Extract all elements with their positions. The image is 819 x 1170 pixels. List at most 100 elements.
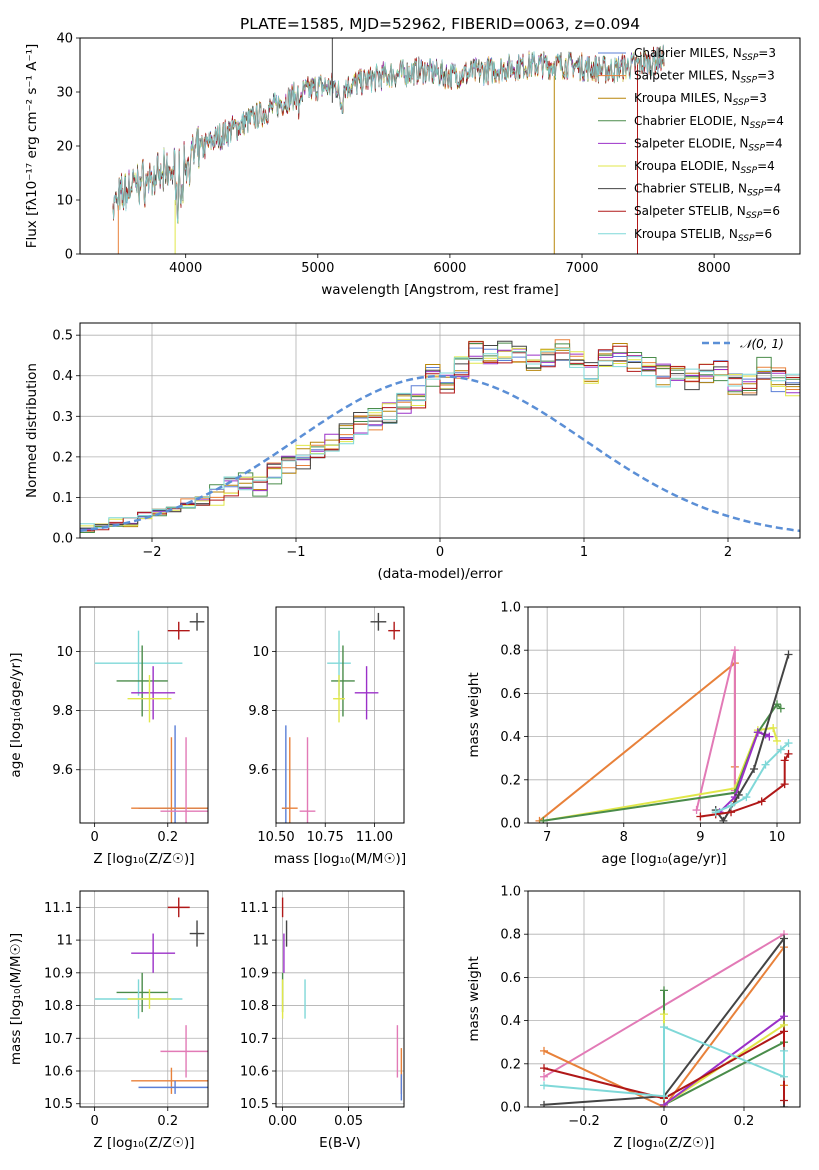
data-point xyxy=(753,728,762,737)
y-tick-label: 10 xyxy=(252,645,269,660)
weight-line-salpeter_elodie xyxy=(663,1015,785,1106)
axes-frame xyxy=(79,890,209,1108)
histogram-kroupa_stelib xyxy=(80,348,800,538)
x-axis-label: Z [log₁₀(Z/Z☉)] xyxy=(93,851,194,867)
data-point xyxy=(711,808,720,817)
y-axis-label: mass weight xyxy=(466,672,482,757)
x-tick-label: 0 xyxy=(90,830,98,845)
y-tick-label: 9.8 xyxy=(52,704,73,719)
data-point xyxy=(773,736,782,745)
ticks: 0 0.2 10.5 10.6 10.7 10.8 10.9 11 11.1 xyxy=(44,901,178,1129)
y-tick-label: 10.8 xyxy=(240,999,269,1014)
plot-area xyxy=(281,897,403,1101)
legend-entry-text: Kroupa MILES, N xyxy=(634,91,733,105)
x-axis-label: Z [log₁₀(Z/Z☉)] xyxy=(613,1135,714,1151)
ticks: 7 8 9 10 0.0 0.2 0.4 0.6 0.8 1.0 xyxy=(500,601,785,846)
x-tick-label: 2 xyxy=(724,545,732,560)
x-tick-label: 0 xyxy=(90,1114,98,1129)
data-point xyxy=(776,704,785,713)
panel-spectrum: 4000 5000 6000 7000 8000 0 10 20 30 40 wavelength … xyxy=(24,15,801,298)
legend-entry: 𝒩(0, 1) xyxy=(740,337,784,351)
legend-entry-value: =3 xyxy=(757,69,775,83)
data-point xyxy=(757,797,766,806)
x-tick-label: 6000 xyxy=(433,261,466,276)
ticks: −2 −1 0 1 2 0.0 0.1 0.2 0.3 0.4 0.5 xyxy=(52,329,732,560)
x-axis-label: mass [log₁₀(M/M☉)] xyxy=(274,851,406,867)
data-point xyxy=(660,1092,668,1101)
y-tick-label: 10.8 xyxy=(44,999,73,1014)
data-point xyxy=(780,1012,788,1021)
y-tick-label: 20 xyxy=(56,140,73,155)
x-tick-label: 0 xyxy=(660,1114,668,1129)
legend-entry-subscript: SSP xyxy=(738,234,755,244)
data-point xyxy=(780,780,789,789)
spectrum-line-chabrier_miles xyxy=(112,45,665,224)
y-tick-label: 0.0 xyxy=(500,817,521,832)
data-point xyxy=(742,793,751,802)
y-axis-label: Flux [fλ10⁻¹⁷ erg cm⁻² s⁻¹ A⁻¹] xyxy=(24,44,40,249)
legend-entry-value: =4 xyxy=(765,136,783,150)
legend-entry: Kroupa ELODIE, NSSP=4 xyxy=(634,159,775,176)
legend-entry-subscript: SSP xyxy=(741,76,758,86)
data-point xyxy=(780,1096,788,1105)
x-tick-label: 8000 xyxy=(698,261,731,276)
data-point xyxy=(734,790,743,799)
ticks: 4000 5000 6000 7000 8000 0 10 20 30 40 xyxy=(56,32,730,277)
y-tick-label: 0.4 xyxy=(500,1014,521,1029)
panel-age_vs_Z: 0 0.2 9.6 9.8 10 Z [log₁₀(Z/Z☉)] age [log₁₀(ag… xyxy=(8,606,209,867)
y-tick-label: 10.9 xyxy=(240,966,269,981)
plot-area xyxy=(535,646,793,823)
panel-weight_vs_Z: −0.2 0 0.2 0.0 0.2 0.4 0.6 0.8 1.0 Z [log₁₀(Z/Z☉)… xyxy=(466,885,801,1151)
x-tick-label: 10.75 xyxy=(307,830,344,845)
y-tick-label: 10 xyxy=(56,645,73,660)
y-tick-label: 9.6 xyxy=(52,763,73,778)
y-tick-label: 10.6 xyxy=(44,1065,73,1080)
data-point xyxy=(769,723,778,732)
y-tick-label: 0.3 xyxy=(52,410,73,425)
y-tick-label: 0 xyxy=(65,248,73,263)
legend-entry-subscript: SSP xyxy=(748,143,765,153)
x-tick-label: 10 xyxy=(769,830,786,845)
x-tick-label: −2 xyxy=(142,545,161,560)
y-tick-label: 0.1 xyxy=(52,491,73,506)
y-tick-label: 11 xyxy=(252,934,269,949)
y-tick-label: 10.5 xyxy=(240,1097,269,1112)
x-tick-label: 8 xyxy=(620,830,628,845)
y-axis-label: Normed distribution xyxy=(24,363,40,498)
normal-curve xyxy=(80,374,800,533)
y-tick-label: 10.6 xyxy=(240,1065,269,1080)
y-tick-label: 0.2 xyxy=(500,773,521,788)
x-tick-label: −1 xyxy=(286,545,305,560)
legend-entry-text: Kroupa ELODIE, N xyxy=(634,159,741,173)
y-tick-label: 0.6 xyxy=(500,971,521,986)
legend-entry: Kroupa STELIB, NSSP=6 xyxy=(634,227,772,244)
plot-area xyxy=(281,612,401,823)
y-tick-label: 40 xyxy=(56,32,73,47)
plot-area xyxy=(112,38,665,254)
y-tick-label: 1.0 xyxy=(500,885,521,900)
x-tick-label: 9 xyxy=(696,830,704,845)
data-point xyxy=(784,739,793,748)
ticks: 0 0.2 9.6 9.8 10 xyxy=(52,645,178,845)
legend-entry-value: =4 xyxy=(757,159,775,173)
legend-entry-text: Chabrier ELODIE, N xyxy=(634,114,750,128)
y-tick-label: 9.8 xyxy=(248,704,269,719)
legend-entry-value: =6 xyxy=(754,227,772,241)
x-tick-label: 0.2 xyxy=(157,1114,178,1129)
legend-entry-subscript: SSP xyxy=(741,166,758,176)
data-point xyxy=(540,1046,548,1055)
data-point xyxy=(719,816,728,823)
axes-frame xyxy=(79,37,801,255)
x-axis-label: wavelength [Angstrom, rest frame] xyxy=(321,282,559,298)
legend-entry-text: Chabrier MILES, N xyxy=(634,46,742,60)
y-tick-label: 0.5 xyxy=(52,329,73,344)
x-tick-label: −0.2 xyxy=(568,1114,600,1129)
data-point xyxy=(761,760,770,769)
axes-frame xyxy=(275,606,405,824)
data-point xyxy=(776,745,785,754)
legend-entry-value: =3 xyxy=(749,91,767,105)
data-point xyxy=(540,1064,548,1073)
x-tick-label: 0.2 xyxy=(734,1114,755,1129)
panel-mass_vs_Z: 0 0.2 10.5 10.6 10.7 10.8 10.9 11 11.1 Z [log₁₀(Z… xyxy=(8,890,209,1151)
y-tick-label: 1.0 xyxy=(500,601,521,616)
